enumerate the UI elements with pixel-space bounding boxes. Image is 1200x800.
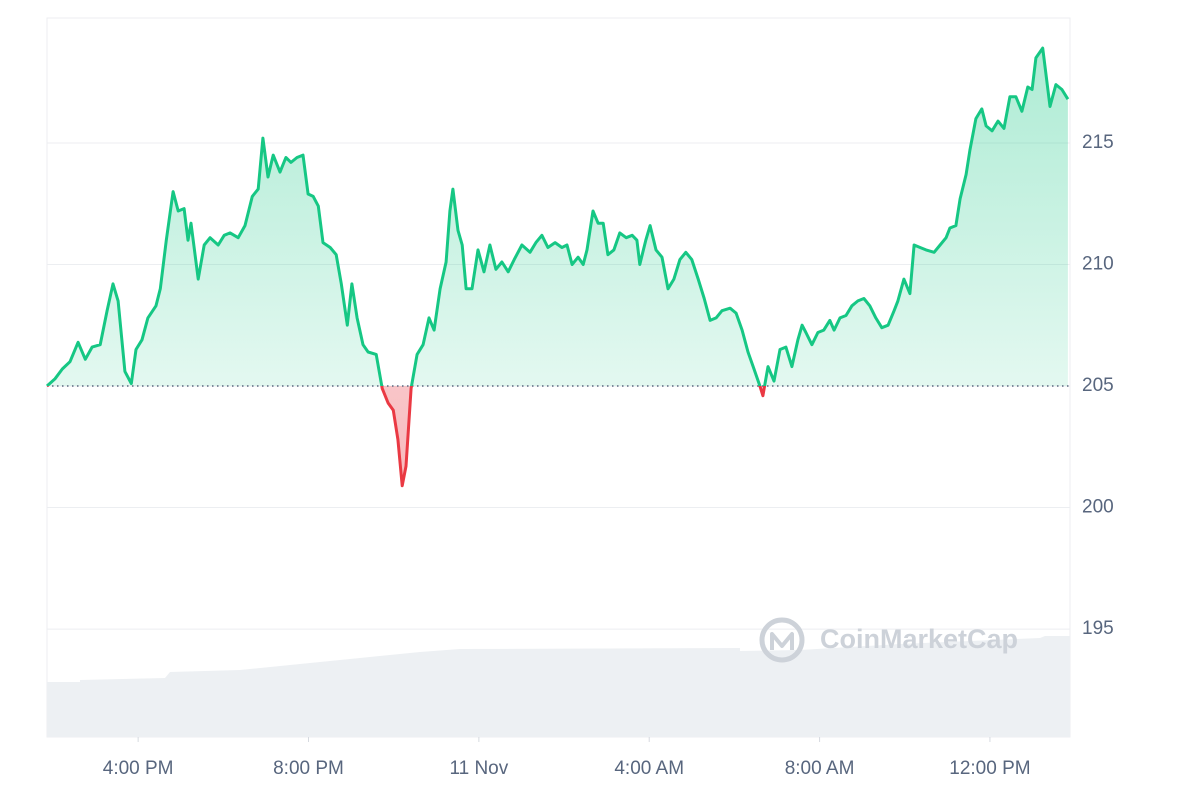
volume-area: [47, 636, 1070, 737]
x-tick-label: 4:00 AM: [614, 758, 684, 779]
x-tick-label: 8:00 PM: [273, 758, 344, 779]
x-tick-label: 8:00 AM: [785, 758, 855, 779]
x-tick-label: 11 Nov: [449, 758, 508, 779]
watermark-text: CoinMarketCap: [820, 624, 1018, 654]
y-tick-label: 200: [1082, 497, 1114, 518]
plot: [45, 46, 1070, 488]
watermark: CoinMarketCap: [759, 617, 1018, 663]
x-tick-label: 4:00 PM: [103, 758, 174, 779]
y-tick-label: 215: [1082, 132, 1114, 153]
y-tick-label: 205: [1082, 375, 1114, 396]
axes: 195 200 205 210 215 4:00 PM 8:00 PM 11 Nov 4:00 …: [103, 132, 1114, 779]
y-tick-label: 210: [1082, 253, 1114, 274]
price-line-above: [45, 46, 1070, 387]
y-tick-label: 195: [1082, 618, 1114, 639]
x-tick-label: 12:00 PM: [949, 758, 1030, 779]
area-above: [47, 48, 1068, 387]
